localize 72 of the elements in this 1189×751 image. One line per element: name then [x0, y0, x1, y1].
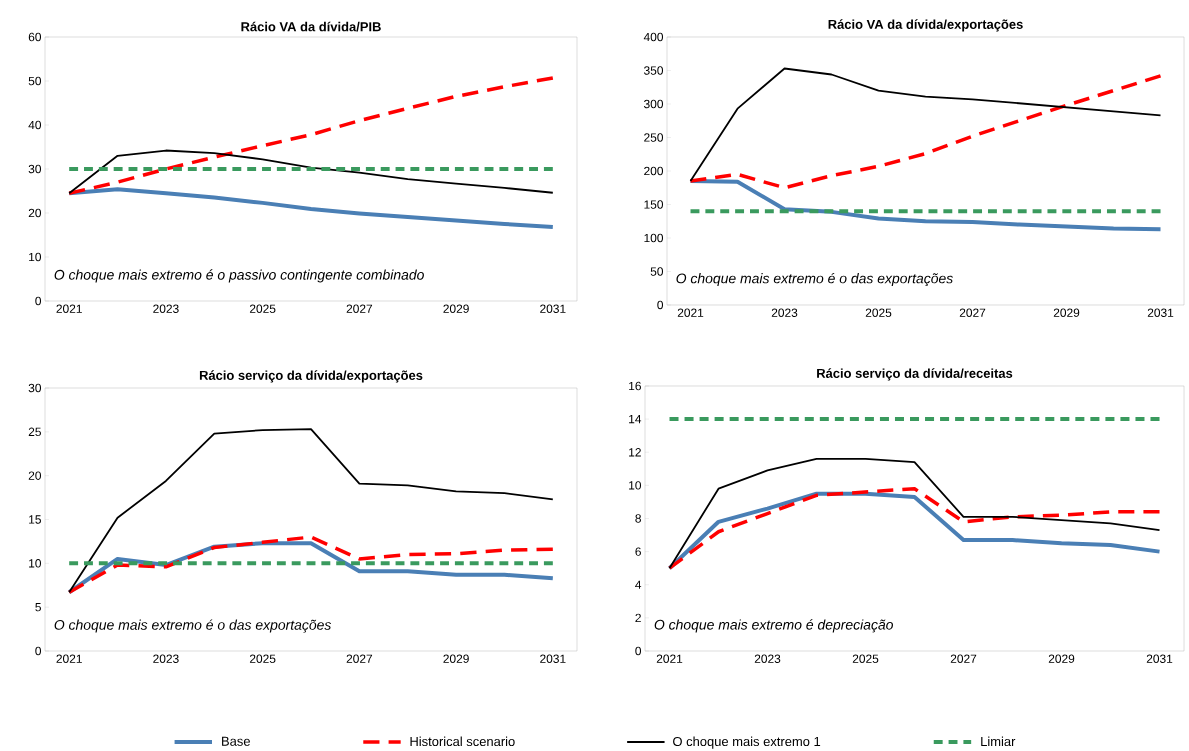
chart-title: Rácio VA da dívida/PIB: [241, 21, 381, 32]
y-tick-label: 30: [28, 383, 42, 393]
y-tick-label: 10: [29, 559, 42, 568]
y-tick-label: 0: [635, 646, 642, 656]
x-tick-label: 2031: [1146, 654, 1173, 663]
x-tick-label: 2029: [1053, 308, 1080, 317]
line-series: [68, 428, 554, 594]
x-tick-label: 2027: [959, 308, 986, 317]
y-tick-label: 8: [635, 514, 641, 523]
x-tick-label: 2029: [443, 654, 469, 663]
y-tick-label: 50: [650, 267, 664, 276]
y-tick-label: 100: [644, 233, 664, 243]
x-tick-label: 2021: [56, 304, 82, 313]
x-tick-label: 2023: [754, 654, 781, 663]
line-series: [68, 149, 554, 195]
y-tick-label: 10: [629, 481, 642, 490]
x-tick-label: 2029: [443, 304, 469, 313]
y-tick-label: 20: [28, 471, 42, 480]
x-tick-label: 2025: [249, 654, 276, 663]
y-tick-label: 4: [635, 580, 642, 589]
x-tick-label: 2023: [153, 654, 179, 663]
legend-label: O choque mais extremo 1: [673, 736, 821, 749]
x-tick-label: 2027: [950, 654, 977, 663]
x-tick-label: 2031: [540, 304, 566, 313]
y-tick-label: 250: [644, 133, 664, 142]
y-tick-label: 350: [643, 66, 664, 75]
y-tick-label: 15: [29, 515, 41, 524]
y-tick-label: 300: [643, 99, 664, 109]
y-tick-label: 5: [35, 603, 41, 612]
y-tick-label: 10: [29, 252, 42, 262]
x-tick-label: 2025: [865, 308, 892, 317]
y-tick-label: 50: [28, 76, 42, 86]
x-tick-label: 2027: [346, 654, 373, 663]
annotation: O choque mais extremo é depreciação: [654, 619, 893, 633]
x-tick-label: 2023: [153, 304, 179, 313]
legend-label: Base: [222, 736, 250, 746]
y-tick-label: 20: [28, 208, 42, 218]
x-tick-label: 2031: [1147, 308, 1174, 317]
x-tick-label: 2031: [540, 654, 566, 663]
x-tick-label: 2025: [249, 304, 276, 313]
y-tick-label: 6: [635, 547, 641, 556]
y-tick-label: 0: [35, 296, 42, 306]
y-tick-label: 25: [28, 427, 41, 437]
y-tick-label: 0: [657, 300, 664, 310]
x-tick-label: 2021: [56, 654, 82, 663]
legend-label: Limiar: [981, 736, 1016, 747]
legend-label: Historical scenario: [410, 736, 515, 747]
x-tick-label: 2021: [656, 654, 683, 663]
y-tick-label: 30: [28, 164, 42, 174]
chart-title: Rácio VA da dívida/exportações: [828, 19, 1023, 32]
chart-title: Rácio serviço da dívida/exportações: [199, 370, 423, 383]
annotation: O choque mais extremo é o passivo contingente combinado: [54, 269, 424, 283]
y-tick-label: 400: [643, 32, 664, 42]
line-series: [688, 179, 1163, 232]
y-tick-label: 150: [644, 200, 664, 209]
x-tick-label: 2021: [677, 308, 704, 317]
x-tick-label: 2029: [1048, 654, 1075, 663]
y-tick-label: 200: [644, 166, 664, 176]
annotation: O choque mais extremo é o das exportações: [676, 272, 953, 287]
annotation: O choque mais extremo é o das exportações: [54, 619, 332, 633]
y-tick-label: 14: [629, 415, 642, 424]
y-tick-label: 40: [28, 120, 42, 130]
x-tick-label: 2023: [771, 308, 798, 317]
y-tick-label: 60: [28, 32, 42, 42]
chart-title: Rácio serviço da dívida/receitas: [817, 368, 1013, 381]
line-series: [67, 76, 555, 195]
y-tick-label: 0: [35, 646, 42, 656]
x-tick-label: 2025: [852, 654, 879, 663]
y-tick-label: 16: [629, 381, 641, 391]
y-tick-label: 2: [635, 613, 641, 623]
x-tick-label: 2027: [346, 304, 373, 313]
y-tick-label: 12: [629, 448, 641, 457]
